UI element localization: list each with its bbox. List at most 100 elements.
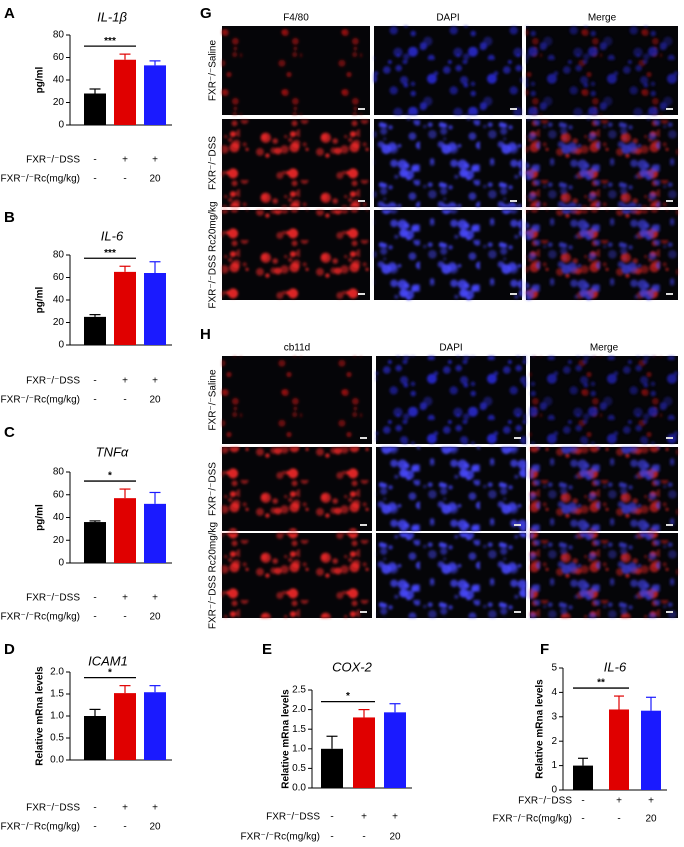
scale-bar: [360, 437, 367, 439]
y-tick-label: 1.0: [292, 743, 306, 754]
bar: [84, 716, 106, 760]
blue-channel: [376, 356, 526, 444]
y-axis-label: pg/ml: [35, 66, 46, 93]
micrograph: [530, 533, 678, 618]
blue-channel: [526, 119, 678, 207]
y-tick-label: 2: [551, 736, 557, 747]
bar: [84, 93, 106, 125]
significance-label: **: [597, 678, 605, 689]
bar: [114, 693, 136, 760]
chart-title: ICAM1: [88, 653, 128, 668]
panel-letter: H: [200, 326, 211, 343]
chart-title: IL-6: [101, 228, 124, 243]
treatment-value: -: [93, 155, 96, 166]
treatment-value: +: [152, 376, 158, 387]
micrograph: [376, 533, 526, 618]
y-tick-label: 0: [551, 785, 557, 796]
treatment-value: +: [648, 796, 654, 807]
y-tick-label: 5: [551, 663, 557, 674]
bar: [641, 710, 661, 790]
treatment-label: FXR⁻/⁻Rc(mg/kg): [493, 814, 572, 825]
red-channel: [222, 356, 372, 444]
treatment-value: +: [616, 796, 622, 807]
bar: [144, 692, 166, 760]
column-header: Merge: [590, 343, 619, 354]
blue-channel: [376, 447, 526, 531]
y-tick-label: 20: [53, 97, 65, 108]
micrograph: [222, 356, 372, 444]
column-header: Merge: [588, 13, 617, 24]
treatment-value: -: [93, 593, 96, 604]
treatment-value: -: [123, 174, 126, 185]
y-axis-label: pg/ml: [35, 286, 46, 313]
scale-bar: [666, 293, 673, 295]
bar: [114, 59, 136, 125]
scale-bar: [514, 524, 521, 526]
y-tick-label: 4: [551, 687, 557, 698]
column-header: F4/80: [283, 13, 309, 24]
treatment-label: FXR⁻/⁻Rc(mg/kg): [1, 822, 80, 833]
y-tick-label: 40: [53, 75, 65, 86]
micrograph: [530, 447, 678, 531]
treatment-value: -: [330, 812, 333, 823]
scale-bar: [666, 200, 673, 202]
treatment-value: +: [152, 593, 158, 604]
blue-channel: [374, 26, 522, 115]
bar: [144, 65, 166, 125]
micrograph: [526, 210, 678, 300]
treatment-value: 20: [645, 814, 657, 825]
bar: [609, 709, 629, 790]
scale-bar: [360, 611, 367, 613]
y-axis-label: pg/ml: [35, 504, 46, 531]
treatment-value: +: [122, 155, 128, 166]
scale-bar: [510, 108, 517, 110]
red-channel: [222, 447, 372, 531]
treatment-value: -: [330, 832, 333, 843]
treatment-label: FXR⁻/⁻DSS: [26, 593, 80, 604]
y-tick-label: 1: [551, 760, 557, 771]
scale-bar: [666, 611, 673, 613]
micrograph: [222, 210, 370, 300]
column-header: DAPI: [439, 343, 462, 354]
treatment-value: +: [152, 803, 158, 814]
bar: [114, 271, 136, 345]
panel-letter: G: [200, 5, 212, 22]
micrograph: [222, 447, 372, 531]
y-tick-label: 0.5: [50, 733, 64, 744]
bar: [573, 765, 593, 790]
treatment-value: +: [152, 155, 158, 166]
treatment-value: -: [93, 803, 96, 814]
treatment-value: -: [93, 376, 96, 387]
y-tick-label: 1.5: [292, 724, 306, 735]
red-channel: [222, 210, 370, 300]
treatment-value: +: [122, 803, 128, 814]
bar: [353, 717, 375, 788]
treatment-value: 20: [149, 822, 161, 833]
scale-bar: [514, 611, 521, 613]
bar: [321, 748, 343, 788]
treatment-value: -: [123, 612, 126, 623]
y-tick-label: 20: [53, 317, 65, 328]
treatment-value: -: [93, 612, 96, 623]
significance-label: *: [108, 667, 112, 678]
y-tick-label: 1.5: [50, 689, 64, 700]
treatment-value: -: [93, 395, 96, 406]
treatment-label: FXR⁻/⁻DSS: [26, 803, 80, 814]
treatment-value: 20: [149, 395, 161, 406]
blue-channel: [374, 119, 522, 207]
scale-bar: [666, 524, 673, 526]
panel-letter: B: [4, 209, 15, 226]
y-tick-label: 2.0: [50, 667, 64, 678]
scale-bar: [510, 200, 517, 202]
micrograph: [374, 119, 522, 207]
micrograph: [526, 26, 678, 115]
row-label: FXR⁻/⁻DSS: [208, 136, 219, 190]
micrograph: [526, 119, 678, 207]
bar: [84, 316, 106, 345]
blue-channel: [526, 210, 678, 300]
scale-bar: [358, 293, 365, 295]
row-label: FXR⁻/⁻DSS Rc20mg/kg: [208, 522, 219, 629]
significance-label: *: [346, 691, 350, 702]
treatment-value: +: [361, 812, 367, 823]
